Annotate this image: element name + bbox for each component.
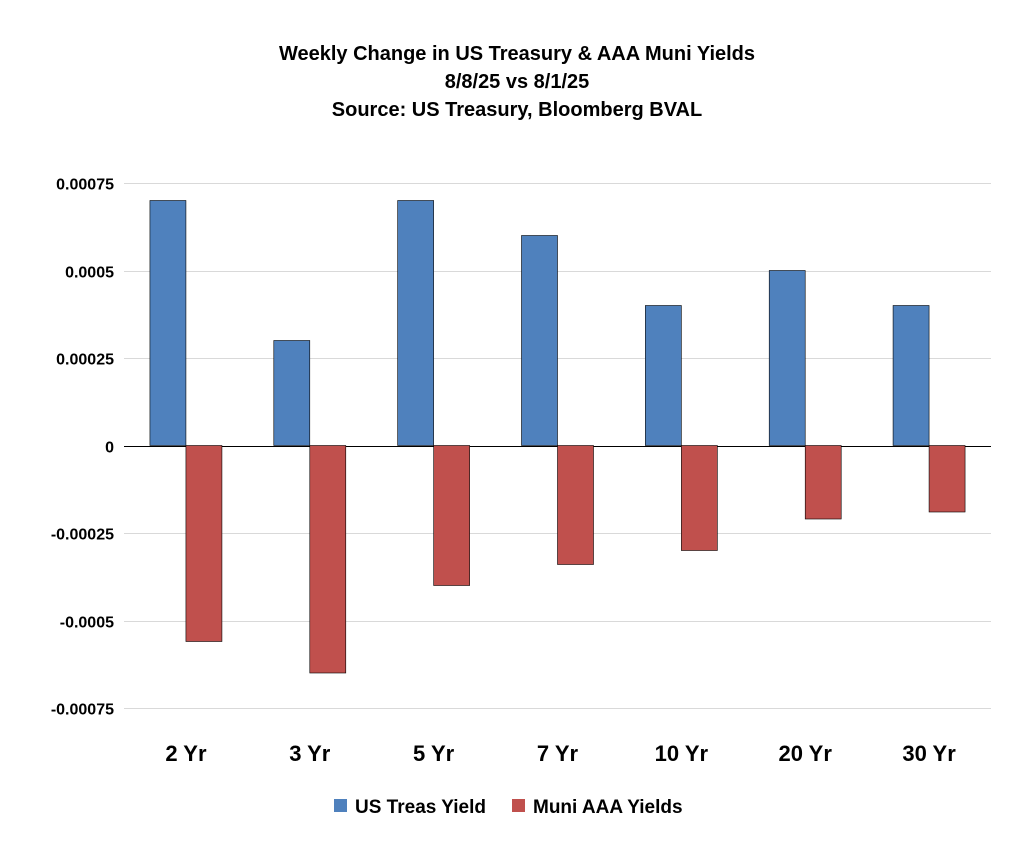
bar-muni-aaa-yields — [185, 445, 223, 642]
y-tick-label: 0.00025 — [56, 352, 114, 369]
bar-muni-aaa-yields — [928, 445, 966, 513]
bar-us-treas-yield — [397, 200, 434, 446]
bar-muni-aaa-yields — [557, 445, 594, 565]
legend: US Treas Yield Muni AAA Yields — [334, 797, 683, 818]
bar-us-treas-yield — [768, 270, 806, 446]
chart-title: Weekly Change in US Treasury & AAA Muni … — [279, 43, 755, 121]
y-tick-label: -0.0005 — [60, 615, 114, 632]
chart-title-line-1: Weekly Change in US Treasury & AAA Muni … — [279, 43, 755, 65]
y-tick-label: 0 — [105, 440, 114, 457]
x-axis-category-labels: 2 Yr 3 Yr 5 Yr 7 Yr 10 Yr 20 Yr 30 Yr — [165, 741, 956, 766]
bar-us-treas-yield — [149, 200, 187, 446]
bar-us-treas-yield — [521, 235, 558, 446]
x-category-label: 10 Yr — [655, 741, 709, 766]
chart-title-line-3: Source: US Treasury, Bloomberg BVAL — [332, 99, 702, 121]
x-category-label: 20 Yr — [779, 741, 833, 766]
y-tick-label: 0.0005 — [65, 265, 114, 282]
x-category-label: 30 Yr — [902, 741, 956, 766]
chart-title-line-2: 8/8/25 vs 8/1/25 — [445, 71, 590, 93]
legend-label: Muni AAA Yields — [533, 797, 683, 818]
x-category-label: 7 Yr — [537, 741, 579, 766]
x-category-label: 5 Yr — [413, 741, 455, 766]
bar-muni-aaa-yields — [804, 445, 842, 520]
legend-label: US Treas Yield — [355, 797, 486, 818]
legend-swatch — [512, 799, 525, 812]
x-category-label: 2 Yr — [165, 741, 207, 766]
bar-muni-aaa-yields — [433, 445, 470, 586]
y-tick-label: -0.00075 — [51, 702, 114, 719]
bar-us-treas-yield — [273, 340, 311, 446]
bar-muni-aaa-yields — [309, 445, 347, 674]
x-category-label: 3 Yr — [289, 741, 331, 766]
bars — [149, 200, 966, 674]
y-tick-label: 0.00075 — [56, 177, 114, 194]
bar-us-treas-yield — [892, 305, 930, 446]
y-axis-tick-labels: 0.00075 0.0005 0.00025 0 -0.00025 -0.0005 -0.0… — [51, 177, 114, 719]
bar-muni-aaa-yields — [681, 445, 718, 551]
y-tick-label: -0.00025 — [51, 527, 114, 544]
legend-swatch — [334, 799, 347, 812]
bar-us-treas-yield — [645, 305, 682, 446]
